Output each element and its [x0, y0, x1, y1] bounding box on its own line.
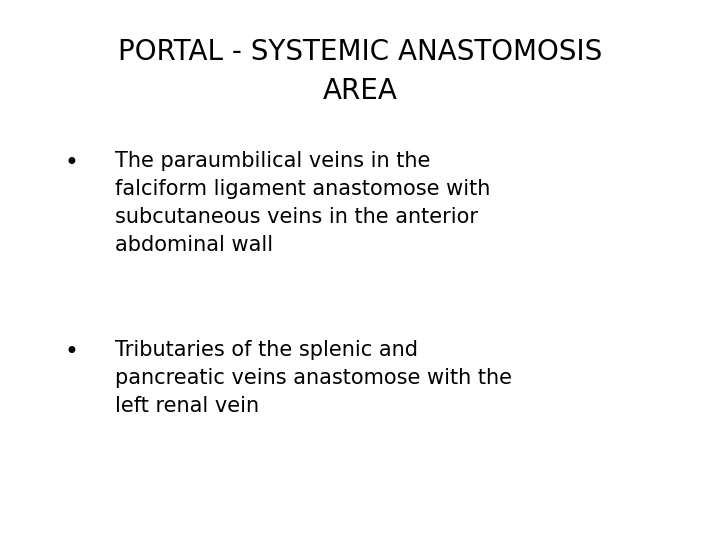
Text: •: • [65, 151, 78, 175]
Text: The paraumbilical veins in the
falciform ligament anastomose with
subcutaneous v: The paraumbilical veins in the falciform… [115, 151, 490, 255]
Text: Tributaries of the splenic and
pancreatic veins anastomose with the
left renal v: Tributaries of the splenic and pancreati… [115, 340, 512, 416]
Text: PORTAL - SYSTEMIC ANASTOMOSIS
AREA: PORTAL - SYSTEMIC ANASTOMOSIS AREA [118, 38, 602, 105]
Text: •: • [65, 340, 78, 364]
